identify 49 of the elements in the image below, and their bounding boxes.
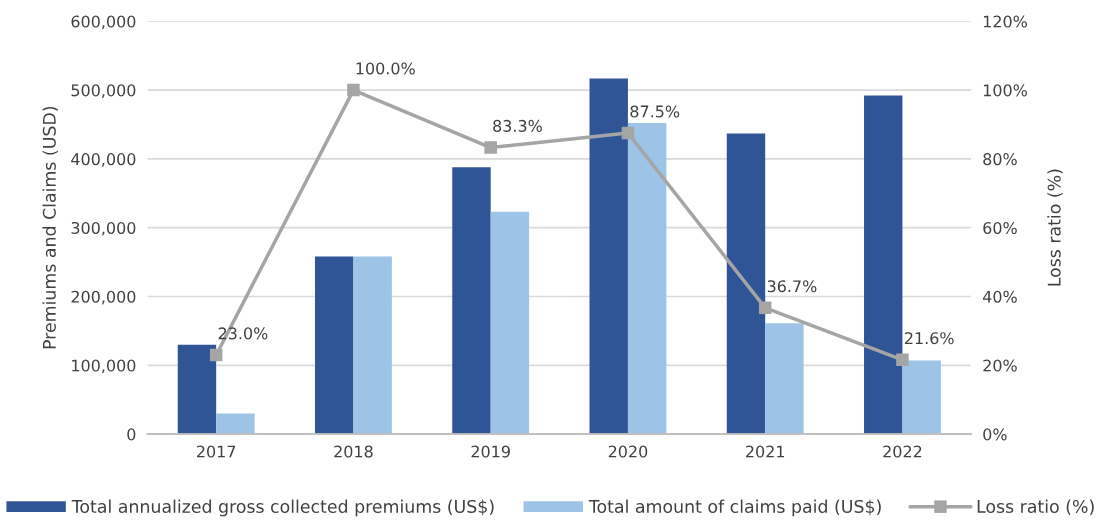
bar (627, 123, 667, 435)
bar (589, 78, 628, 435)
x-tick-label: 2022 (883, 445, 922, 458)
point (621, 126, 635, 140)
y2-axis-title: Loss ratio (%) (1047, 169, 1063, 286)
bar (490, 211, 530, 435)
bar (902, 360, 941, 435)
y-tick-label: 0 (127, 428, 136, 441)
data-label: 36.7% (767, 280, 817, 293)
data-label: 83.3% (493, 119, 542, 132)
y2-tick-label: 20% (983, 359, 1017, 372)
x-tick-label: 2020 (608, 445, 648, 458)
y-tick-label: 400,000 (71, 153, 136, 167)
y2-tick-label: 120% (983, 15, 1027, 28)
y-tick-label: 500,000 (71, 84, 136, 99)
y2-tick-label: 80% (983, 153, 1017, 166)
data-label: 87.5% (630, 105, 680, 118)
bar (726, 133, 766, 435)
y2-tick-label: 100% (983, 84, 1027, 97)
point (896, 353, 909, 367)
bar (452, 167, 491, 435)
x-tick-label: 2019 (471, 445, 510, 458)
x-tick-label: 2017 (197, 445, 236, 458)
legend-label: Loss ratio (%) (977, 499, 1094, 516)
data-label: 21.6% (905, 332, 954, 345)
point (209, 348, 223, 362)
bar (216, 413, 255, 435)
y-tick-label: 300,000 (71, 221, 136, 236)
data-label: 100.0% (356, 62, 415, 75)
y-axis-title: Premiums and Claims (USD) (42, 106, 58, 349)
bar (353, 256, 392, 435)
legend-label: Total annualized gross collected premiums (US$) (71, 499, 494, 517)
x-tick-label: 2021 (746, 445, 785, 458)
point (347, 83, 360, 97)
bar (177, 344, 217, 435)
y2-tick-label: 0% (983, 428, 1007, 441)
x-tick-label: 2018 (334, 445, 373, 458)
bar (864, 95, 903, 435)
legend-label: Total amount of claims paid (US$) (588, 499, 881, 517)
bar (314, 256, 354, 435)
data-label: 23.0% (218, 327, 268, 340)
point (758, 301, 772, 315)
y2-tick-label: 40% (982, 290, 1017, 303)
y2-tick-label: 60% (983, 221, 1017, 234)
bar (765, 323, 804, 435)
y-tick-label: 600,000 (71, 15, 136, 30)
y-tick-label: 100,000 (72, 359, 136, 374)
point (484, 141, 497, 154)
y-tick-label: 200,000 (71, 290, 136, 305)
